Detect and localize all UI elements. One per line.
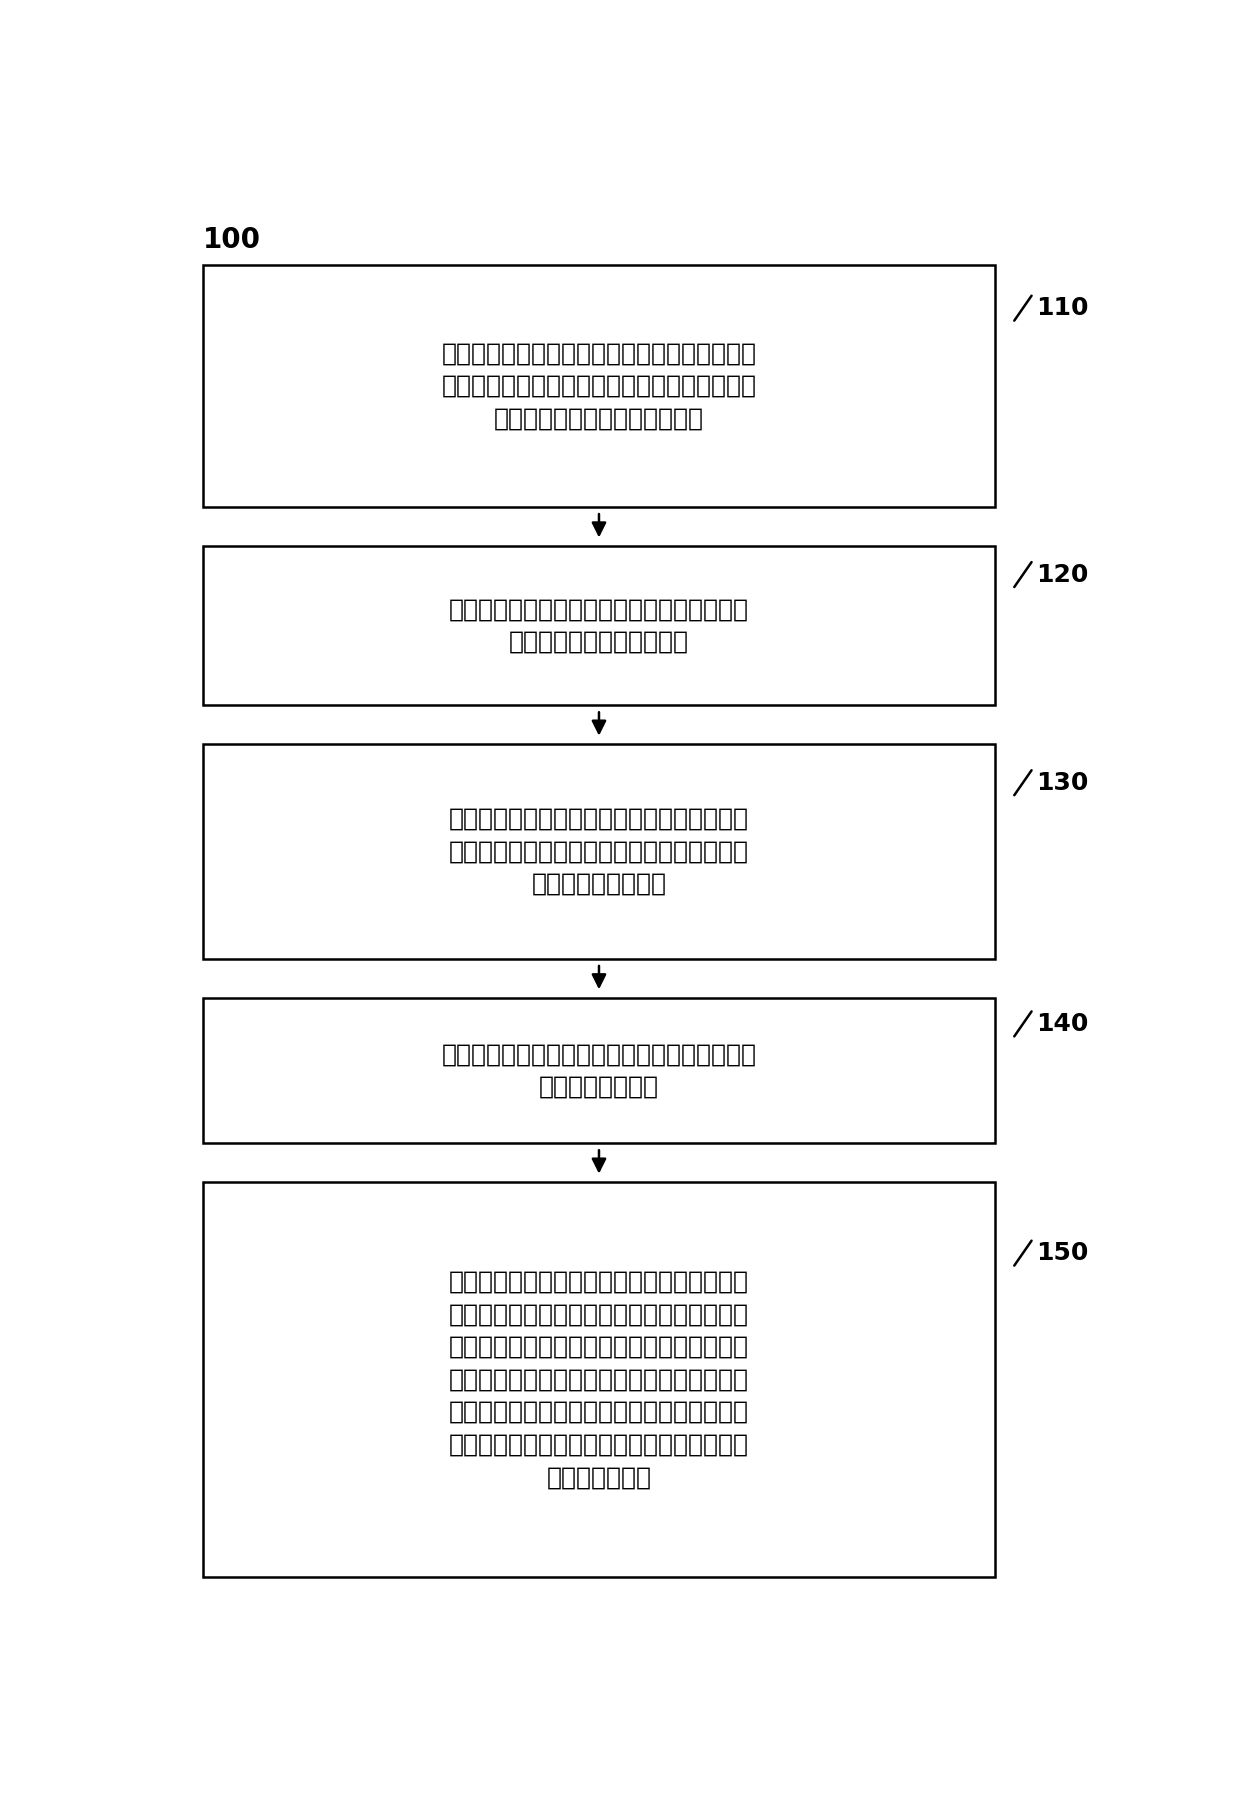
Bar: [203, 1183, 995, 1577]
Text: 通过位于密闭箱外的监控终端，调整下压装置
的底部与卷芯的上表面接触: 通过位于密闭箱外的监控终端，调整下压装置 的底部与卷芯的上表面接触: [449, 598, 750, 653]
Bar: [203, 743, 995, 959]
Text: 140: 140: [1036, 1012, 1089, 1035]
Bar: [203, 997, 995, 1143]
Text: 启动电压表或电流表、下压装置以及位于密闭箱
内的热成像探测仪: 启动电压表或电流表、下压装置以及位于密闭箱 内的热成像探测仪: [441, 1042, 757, 1098]
Bar: [203, 545, 995, 706]
Text: 将锂电池的卷芯放置在密闭箱内的下压装置的正
下方，并将卷芯与电压表或电流表相连，其中，
卷芯的正负极之间设置有金属片: 将锂电池的卷芯放置在密闭箱内的下压装置的正 下方，并将卷芯与电压表或电流表相连，…: [441, 342, 757, 430]
Bar: [203, 265, 995, 508]
Text: 100: 100: [203, 225, 261, 254]
Text: 130: 130: [1036, 770, 1089, 796]
Text: 150: 150: [1036, 1242, 1089, 1265]
Text: 120: 120: [1036, 563, 1089, 587]
Text: 110: 110: [1036, 297, 1089, 320]
Text: 通过监控终端，预设下压装置的下压速度以及
控制环境调节组件以调节密闭箱内的环境条件
至第一预设环境条件: 通过监控终端，预设下压装置的下压速度以及 控制环境调节组件以调节密闭箱内的环境条…: [449, 806, 750, 896]
Text: 根据下压速度、第一预设环境条件、卷芯内部
的温度变化数据以及电压数据或电流数据，进
行数据统计分析，其中，温度变化数据为监控
终端通过热成像探测仪采集的卷芯内部: 根据下压速度、第一预设环境条件、卷芯内部 的温度变化数据以及电压数据或电流数据，…: [449, 1269, 750, 1489]
